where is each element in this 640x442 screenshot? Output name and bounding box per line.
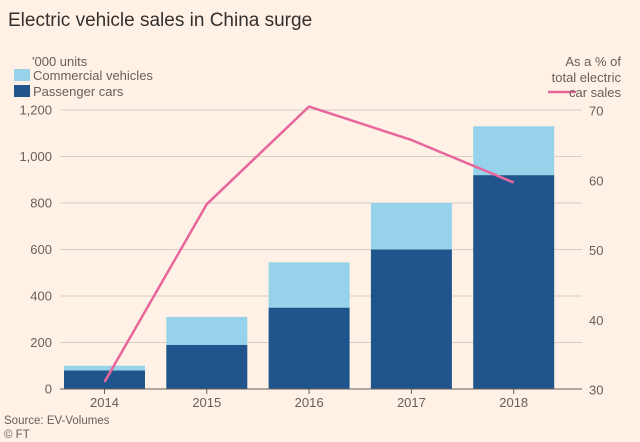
right-tick-label: 30	[589, 383, 603, 398]
left-tick-label: 0	[45, 382, 52, 397]
right-axis-label-line2: total electric	[552, 70, 622, 85]
left-tick-label: 600	[30, 242, 52, 257]
x-tick-label: 2014	[90, 395, 119, 410]
right-axis-label-line1: As a % of	[565, 54, 621, 69]
bar-commercial	[370, 203, 452, 250]
share-line-group	[103, 105, 515, 383]
bar-passenger	[370, 249, 452, 389]
left-axis-label: '000 units	[32, 54, 88, 69]
right-tick-label: 50	[589, 243, 603, 258]
x-tick-label: 2016	[295, 395, 324, 410]
x-tick-label: 2018	[499, 395, 528, 410]
right-axis-ticks: 30 40 50 60 70	[589, 104, 603, 398]
right-tick-label: 40	[589, 313, 603, 328]
bar-commercial	[64, 365, 145, 371]
x-axis-ticks: 2014 2015 2016 2017 2018	[90, 389, 528, 410]
x-tick-label: 2017	[397, 395, 426, 410]
x-tick-label: 2015	[192, 395, 221, 410]
right-tick-label: 60	[589, 173, 603, 188]
left-tick-label: 1,200	[19, 103, 52, 118]
bar-commercial	[473, 126, 555, 176]
bar-passenger	[473, 175, 555, 389]
bar-passenger	[268, 307, 350, 389]
bar-commercial	[268, 262, 350, 308]
legend-swatch-passenger	[14, 85, 30, 97]
bars	[64, 126, 555, 389]
legend-swatch-commercial	[14, 69, 30, 81]
left-tick-label: 1,000	[19, 149, 52, 164]
chart-title: Electric vehicle sales in China surge	[8, 10, 312, 31]
bar-commercial	[166, 316, 248, 345]
left-tick-label: 200	[30, 335, 52, 350]
credit: © FT	[4, 429, 30, 441]
left-axis-ticks: 0 200 400 600 800 1,000 1,200	[19, 103, 52, 397]
left-tick-label: 400	[30, 289, 52, 304]
source-note: Source: EV-Volumes	[4, 415, 110, 427]
legend-label-passenger: Passenger cars	[33, 84, 124, 99]
left-tick-label: 800	[30, 196, 52, 211]
bar-passenger	[166, 344, 248, 389]
legend-label-commercial: Commercial vehicles	[33, 68, 153, 83]
legend-label-share: car sales	[569, 85, 622, 100]
right-tick-label: 70	[589, 104, 603, 119]
